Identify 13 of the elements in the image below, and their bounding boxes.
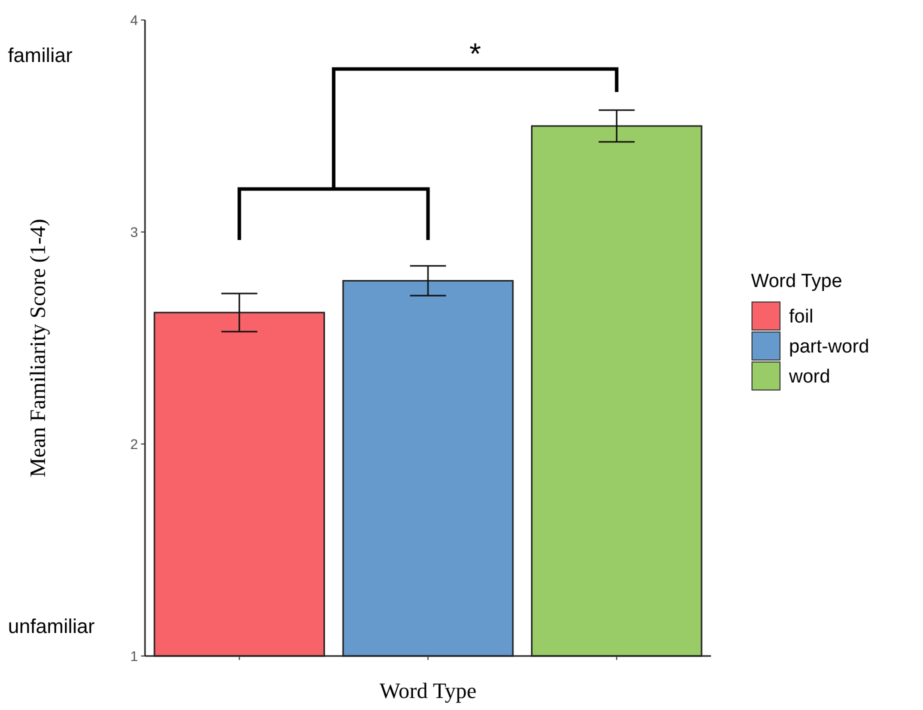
text: unfamiliar	[8, 616, 96, 638]
y-tick-label: 4	[130, 12, 138, 28]
y-axis-title: Mean Familiarity Score (1-4)	[25, 218, 50, 478]
legend-label: word	[788, 366, 830, 388]
x-axis-title: Word Type	[379, 678, 477, 703]
y-tick-label: 1	[130, 648, 138, 664]
legend-label: part-word	[789, 336, 870, 358]
text: familiar	[8, 45, 73, 67]
y-tick-label: 3	[130, 224, 138, 240]
legend-title: Word Type	[751, 271, 842, 292]
legend-label: foil	[789, 306, 814, 328]
y-tick-label: 2	[130, 436, 138, 452]
annotation: *	[469, 38, 482, 71]
